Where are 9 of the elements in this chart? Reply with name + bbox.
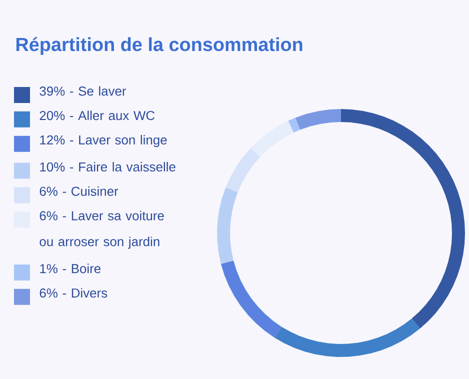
legend-label: 1% - Boire [40, 264, 101, 274]
category-label: 6% - Laver sa voiture ou arroser son jardin [40, 210, 164, 249]
legend-label: 20% - Aller aux WC [40, 110, 155, 120]
chart-title: Répartition de la consommation [16, 37, 302, 55]
legend-label: 10% - Faire la vaisselle [40, 162, 176, 172]
legend-label: 39% - Se laver [40, 86, 126, 96]
legend-label: 6% - Cuisiner [40, 186, 118, 196]
legend-label: 12% - Laver son linge [40, 135, 167, 148]
legend-label: 6% - Divers [40, 288, 108, 298]
